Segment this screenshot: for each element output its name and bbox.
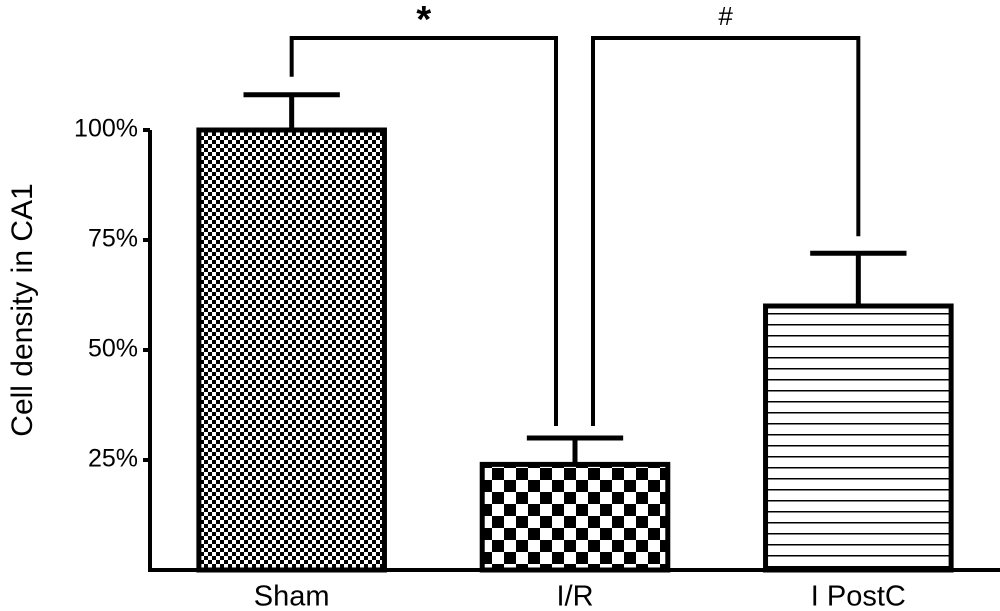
y-tick-label: 50%: [88, 335, 138, 363]
significance-bracket: [591, 36, 861, 426]
significance-label: #: [718, 1, 733, 31]
y-tick-label: 100%: [74, 115, 138, 143]
y-tick-label: 25%: [88, 445, 138, 473]
y-axis-label: Cell density in CA1: [6, 183, 39, 436]
y-tick-label: 75%: [88, 225, 138, 253]
significance-label: *: [416, 0, 431, 41]
x-tick-label: I PostC: [811, 581, 906, 611]
bar: [763, 303, 954, 573]
significance-bracket: [289, 36, 558, 426]
bar: [479, 461, 671, 573]
x-tick-label: I/R: [556, 581, 593, 611]
x-tick-label: Sham: [254, 581, 330, 611]
bar: [196, 127, 387, 573]
